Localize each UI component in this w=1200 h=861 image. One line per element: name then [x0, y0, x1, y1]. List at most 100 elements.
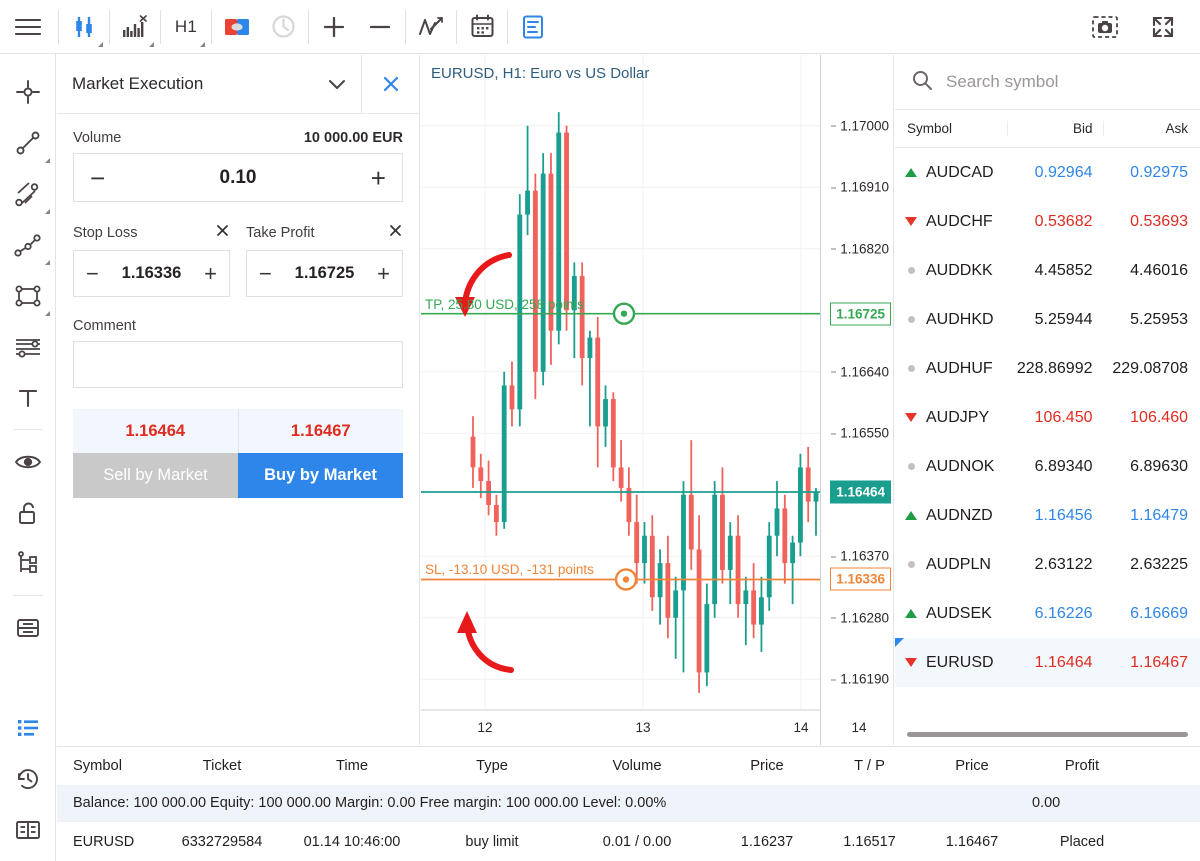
symbol-cell: AUDHUF	[895, 360, 1007, 378]
text-t-icon[interactable]	[4, 372, 52, 423]
cell-ticket: 6332729584	[181, 833, 263, 850]
bid-price: 1.16464	[125, 421, 186, 440]
symbol-search-row[interactable]: Search symbol	[895, 55, 1200, 110]
chevron-down-icon[interactable]	[44, 209, 50, 214]
stop-loss-stepper[interactable]: − 1.16336 +	[73, 250, 230, 297]
clock-icon[interactable]	[260, 6, 306, 48]
take-profit-increment-button[interactable]: +	[377, 260, 390, 286]
price-tick: 1.16910	[831, 180, 889, 195]
rectangle-nodes-icon[interactable]	[4, 270, 52, 321]
col-price[interactable]: Price	[750, 758, 784, 774]
comment-input[interactable]	[73, 341, 403, 388]
volume-stepper[interactable]: − 0.10 +	[73, 153, 403, 202]
history-clock-icon[interactable]	[4, 753, 52, 804]
volume-decrement-button[interactable]: −	[90, 162, 106, 193]
plus-icon[interactable]	[311, 6, 357, 48]
camera-icon[interactable]	[1082, 6, 1128, 48]
volume-input[interactable]: 0.10	[219, 166, 257, 188]
symbol-row-audpln[interactable]: AUDPLN 2.63122 2.63225	[895, 540, 1200, 589]
col-price-current[interactable]: Price	[955, 758, 989, 774]
ask-cell: 5.25953	[1130, 310, 1188, 328]
take-profit-clear-icon[interactable]	[388, 223, 403, 243]
layers-box-icon[interactable]	[4, 602, 52, 653]
col-type[interactable]: Type	[476, 758, 508, 774]
col-tp[interactable]: T / P	[854, 758, 885, 774]
buy-by-market-button[interactable]: Buy by Market	[238, 453, 403, 498]
book-icon[interactable]	[4, 804, 52, 855]
current-price-badge[interactable]: 1.16464	[830, 480, 891, 504]
line-segment-icon[interactable]	[4, 117, 52, 168]
sell-by-market-button[interactable]: Sell by Market	[73, 453, 238, 498]
chevron-down-icon[interactable]	[200, 41, 205, 47]
price-axis[interactable]: 1.17000 1.16910 1.16820 1.16640 1.16550 1.163…	[820, 55, 893, 745]
eye-icon[interactable]	[4, 436, 52, 487]
tick-mark	[831, 125, 837, 127]
symbol-row-auddkk[interactable]: AUDDKK 4.45852 4.46016	[895, 246, 1200, 295]
calendar-icon[interactable]	[459, 6, 505, 48]
ask-cell: 106.460	[1130, 408, 1188, 426]
market-watch-rows: AUDCAD 0.92964 0.92975 AUDCHF 0.53682 0.53693…	[895, 148, 1200, 687]
table-row[interactable]: EURUSD 6332729584 01.14 10:46:00 buy limit 0…	[57, 821, 1200, 861]
stop-loss-price-badge[interactable]: 1.16336	[830, 567, 891, 591]
column-header-ask[interactable]: Ask	[1102, 121, 1200, 136]
take-profit-group: Take Profit − 1.16725 +	[246, 223, 403, 297]
col-time[interactable]: Time	[335, 758, 369, 774]
chevron-down-icon[interactable]	[149, 41, 154, 47]
candlestick-icon[interactable]	[61, 6, 107, 48]
chevron-down-icon[interactable]	[313, 55, 361, 113]
unlock-icon[interactable]	[4, 487, 52, 538]
indicator-wave-icon[interactable]	[408, 6, 454, 48]
minus-icon[interactable]	[357, 6, 403, 48]
trade-toggle-icon[interactable]	[214, 6, 260, 48]
col-symbol[interactable]: Symbol	[73, 758, 122, 774]
column-header-bid[interactable]: Bid	[1007, 121, 1103, 136]
stop-loss-decrement-button[interactable]: −	[86, 260, 99, 286]
account-summary-text: Balance: 100 000.00 Equity: 100 000.00 M…	[73, 795, 667, 811]
col-ticket[interactable]: Ticket	[202, 758, 242, 774]
symbol-row-audnok[interactable]: AUDNOK 6.89340 6.89630	[895, 442, 1200, 491]
symbol-row-audcad[interactable]: AUDCAD 0.92964 0.92975	[895, 148, 1200, 197]
column-header-symbol[interactable]: Symbol	[907, 121, 953, 136]
list-lines-icon[interactable]	[4, 702, 52, 753]
timeframe-selector[interactable]: H1	[163, 6, 209, 48]
expand-arrows-icon[interactable]	[1140, 6, 1186, 48]
bar-volume-x-icon[interactable]	[112, 6, 158, 48]
chevron-down-icon[interactable]	[98, 41, 103, 47]
trade-table-body: EURUSD 6332729584 01.14 10:46:00 buy limit 0…	[57, 821, 1200, 861]
stop-loss-label: Stop Loss	[73, 225, 138, 241]
rail-divider	[12, 429, 43, 430]
price-chart[interactable]: EURUSD, H1: Euro vs US Dollar TP, 25.80 …	[421, 55, 894, 745]
document-list-icon[interactable]	[510, 6, 556, 48]
object-tree-icon[interactable]	[4, 538, 52, 589]
take-profit-price-badge[interactable]: 1.16725	[830, 302, 891, 326]
hamburger-icon[interactable]	[0, 0, 56, 54]
polyline-icon[interactable]	[4, 219, 52, 270]
stop-loss-clear-icon[interactable]	[215, 223, 230, 243]
chevron-down-icon[interactable]	[44, 158, 50, 163]
volume-increment-button[interactable]: +	[370, 162, 386, 193]
parallel-channel-icon[interactable]	[4, 168, 52, 219]
stop-loss-input[interactable]: 1.16336	[121, 264, 182, 282]
take-profit-stepper[interactable]: − 1.16725 +	[246, 250, 403, 297]
take-profit-decrement-button[interactable]: −	[259, 260, 272, 286]
symbol-row-audnzd[interactable]: AUDNZD 1.16456 1.16479	[895, 491, 1200, 540]
col-profit[interactable]: Profit	[1064, 758, 1100, 774]
symbol-name: AUDNZD	[926, 506, 993, 524]
stop-loss-increment-button[interactable]: +	[204, 260, 217, 286]
search-input[interactable]: Search symbol	[946, 72, 1059, 91]
symbol-row-audhuf[interactable]: AUDHUF 228.86992 229.08708	[895, 344, 1200, 393]
symbol-row-audsek[interactable]: AUDSEK 6.16226 6.16669	[895, 589, 1200, 638]
symbol-row-eurusd[interactable]: EURUSD 1.16464 1.16467	[895, 638, 1200, 687]
take-profit-input[interactable]: 1.16725	[294, 264, 355, 282]
chevron-down-icon[interactable]	[44, 260, 50, 265]
close-icon[interactable]	[361, 55, 419, 113]
chevron-down-icon[interactable]	[44, 311, 50, 316]
symbol-row-audjpy[interactable]: AUDJPY 106.450 106.460	[895, 393, 1200, 442]
symbol-row-audhkd[interactable]: AUDHKD 5.25944 5.25953	[895, 295, 1200, 344]
symbol-row-audchf[interactable]: AUDCHF 0.53682 0.53693	[895, 197, 1200, 246]
levels-sliders-icon[interactable]	[4, 321, 52, 372]
dot-icon	[907, 561, 915, 568]
crosshair-icon[interactable]	[4, 66, 52, 117]
col-volume[interactable]: Volume	[612, 758, 662, 774]
market-watch-scrollbar[interactable]	[907, 732, 1188, 737]
